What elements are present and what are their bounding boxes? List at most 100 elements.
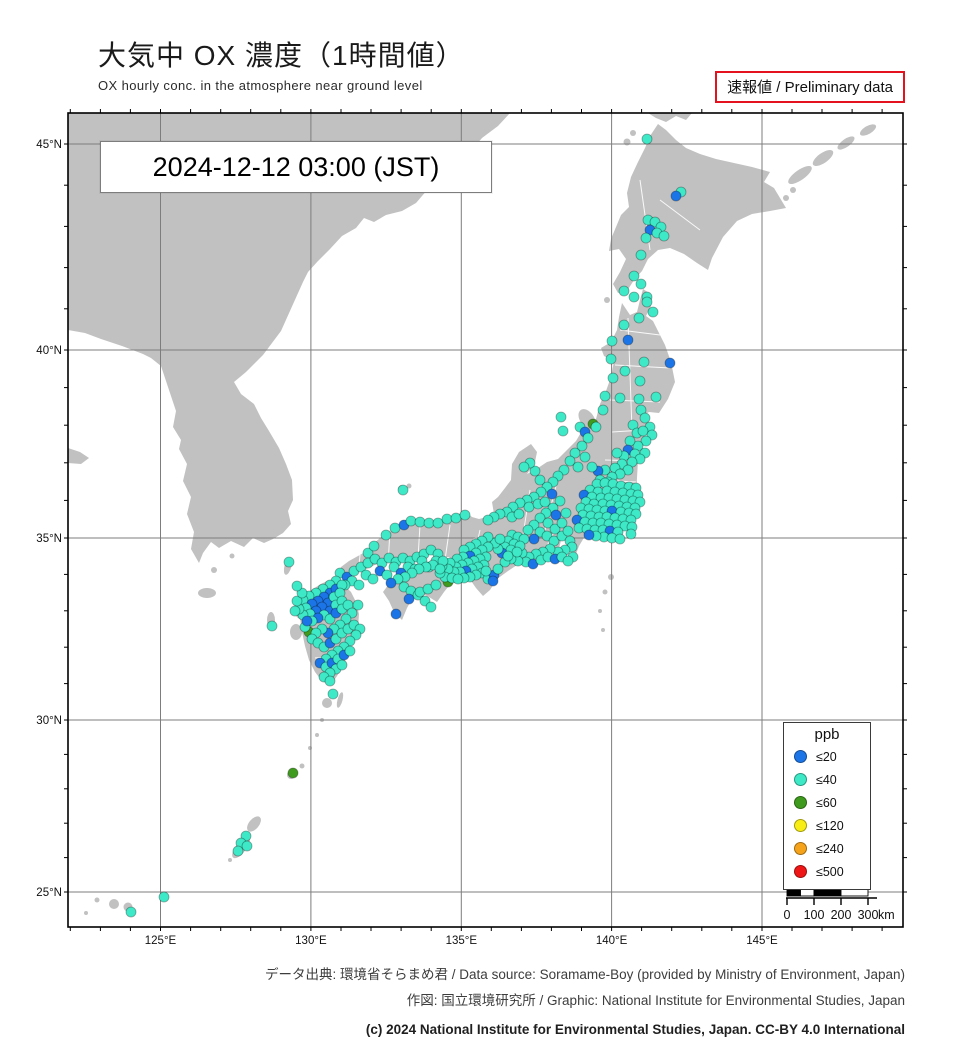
lat-label: 45°N: [36, 139, 62, 151]
lon-label: 125°E: [145, 935, 177, 947]
legend-color-dot: [794, 750, 807, 763]
station-dot: [352, 599, 364, 611]
legend-item: ≤20: [784, 745, 870, 768]
copyright-line: (c) 2024 National Institute for Environm…: [365, 1022, 905, 1037]
station-dot: [450, 512, 462, 524]
station-dot: [624, 435, 636, 447]
station-dot: [430, 579, 442, 591]
legend-item: ≤500: [784, 860, 870, 883]
station-dot: [240, 830, 252, 842]
station-dot: [367, 573, 379, 585]
station-dot: [639, 412, 651, 424]
legend-color-dot: [794, 796, 807, 809]
station-dot: [403, 593, 415, 605]
station-dot: [606, 335, 618, 347]
scalebar-tick-label: 300: [858, 908, 879, 922]
station-dot: [625, 528, 637, 540]
station-dot: [487, 575, 499, 587]
timestamp-text: 2024-12-12 03:00 (JST): [152, 151, 440, 182]
station-dot: [641, 133, 653, 145]
station-dot: [459, 509, 471, 521]
station-dot: [546, 488, 558, 500]
station-dot: [562, 555, 574, 567]
station-dot: [618, 319, 630, 331]
station-dot: [554, 495, 566, 507]
legend-item: ≤40: [784, 768, 870, 791]
station-dot: [441, 513, 453, 525]
station-dot: [619, 365, 631, 377]
station-dot: [556, 517, 568, 529]
station-dot: [482, 514, 494, 526]
station-dot: [480, 565, 492, 577]
legend-item-label: ≤240: [816, 841, 844, 856]
station-dot: [614, 392, 626, 404]
station-dot: [522, 524, 534, 536]
station-dot: [605, 353, 617, 365]
station-dot: [405, 515, 417, 527]
station-dot: [390, 608, 402, 620]
station-dot: [432, 517, 444, 529]
legend-item: ≤120: [784, 814, 870, 837]
station-dot: [635, 278, 647, 290]
station-dot: [385, 577, 397, 589]
sakhalin: [648, 113, 692, 122]
station-dot: [388, 561, 400, 573]
station-dot: [368, 540, 380, 552]
station-dot: [582, 432, 594, 444]
station-dot: [534, 474, 546, 486]
station-dot: [534, 512, 546, 524]
station-dot: [232, 845, 244, 857]
lat-label: 30°N: [36, 715, 62, 727]
station-dot: [576, 440, 588, 452]
scalebar-tick-label: 0: [784, 908, 791, 922]
legend-item-label: ≤60: [816, 795, 837, 810]
lat-label: 40°N: [36, 345, 62, 357]
station-dot: [287, 767, 299, 779]
station-dot: [583, 529, 595, 541]
data-source-credit: データ出典: 環境省そらまめ君 / Data source: Soramame-…: [265, 967, 905, 982]
station-dot: [549, 523, 561, 535]
legend-title: ppb: [814, 726, 840, 743]
legend-item: ≤240: [784, 837, 870, 860]
station-dot: [611, 447, 623, 459]
legend-color-dot: [794, 819, 807, 832]
station-dot: [452, 573, 464, 585]
station-dot: [425, 601, 437, 613]
station-dot: [550, 509, 562, 521]
station-dot: [564, 455, 576, 467]
scale-bar: 0 100 200 300 km: [784, 887, 895, 922]
station-dot: [518, 461, 530, 473]
legend-item-label: ≤20: [816, 749, 837, 764]
station-dot: [555, 411, 567, 423]
station-dot: [597, 404, 609, 416]
station-dot: [296, 587, 308, 599]
station-dot: [523, 501, 535, 513]
station-dot: [266, 620, 278, 632]
lat-label: 25°N: [36, 887, 62, 899]
station-dot: [590, 421, 602, 433]
station-dot: [529, 465, 541, 477]
station-dot: [628, 291, 640, 303]
preliminary-data-badge: 速報値 / Preliminary data: [715, 71, 905, 103]
station-dot: [599, 390, 611, 402]
graphic-credit: 作図: 国立環境研究所 / Graphic: National Institut…: [406, 993, 905, 1008]
station-dot: [301, 615, 313, 627]
lon-label: 135°E: [446, 935, 478, 947]
station-dot: [664, 357, 676, 369]
axis-labels: 125°E 130°E 135°E 140°E 145°E 45°N 40°N 35°N 30°…: [36, 139, 778, 947]
station-dot: [125, 906, 137, 918]
legend-color-dot: [794, 773, 807, 786]
legend-color-dot: [794, 842, 807, 855]
legend-color-dot: [794, 865, 807, 878]
page-title: 大気中 OX 濃度（1時間値）: [98, 40, 465, 71]
station-dot: [528, 533, 540, 545]
station-dot: [434, 563, 446, 575]
station-dot: [607, 372, 619, 384]
station-dot: [618, 285, 630, 297]
legend-item: ≤60: [784, 791, 870, 814]
lon-label: 130°E: [295, 935, 327, 947]
scalebar-unit: km: [878, 908, 895, 922]
degree-tick-marks: [64, 109, 907, 931]
